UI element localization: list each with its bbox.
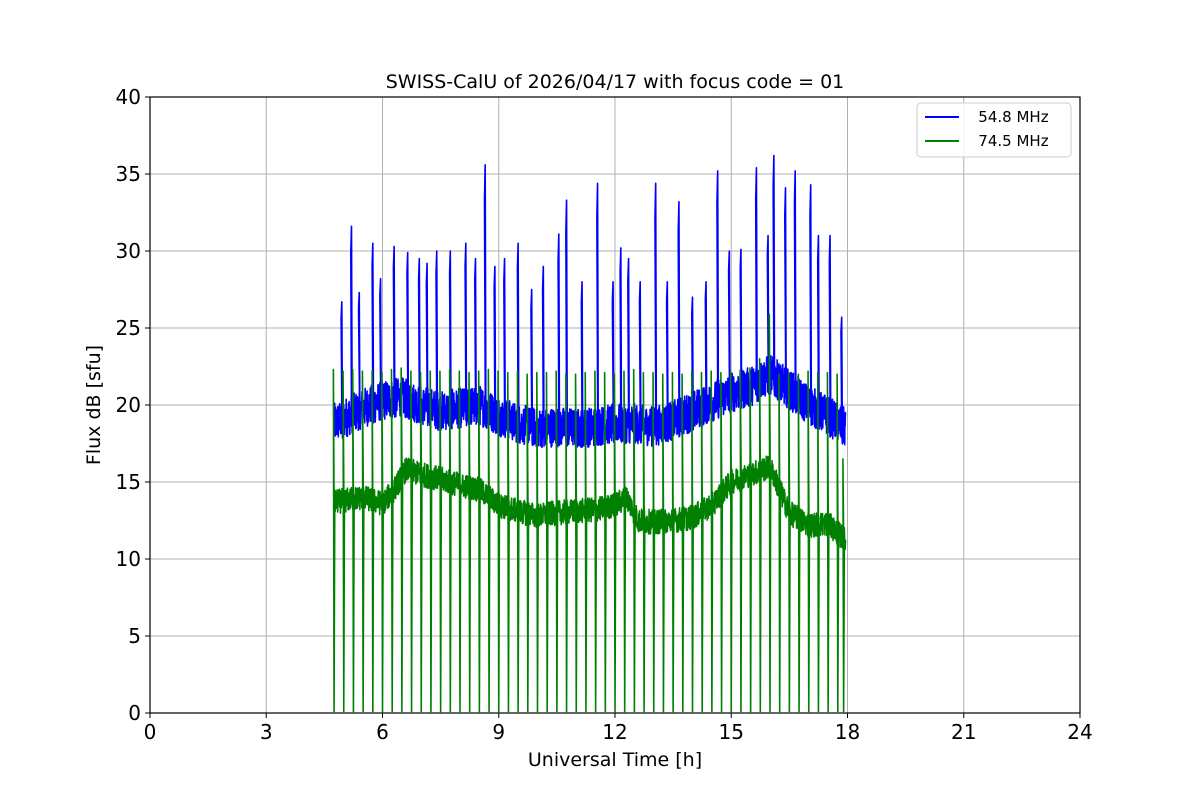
- series-line-1: [333, 154, 847, 449]
- x-tick-label: 24: [1067, 720, 1092, 744]
- y-tick-label: 0: [128, 701, 141, 725]
- series-line-2: [332, 313, 847, 713]
- ticks-layer: 0 3 6 9 12 15 18 21 24 0 5 10 15 20 25 30 35 40: [116, 85, 1093, 744]
- x-tick-label: 9: [492, 720, 505, 744]
- x-axis-label: Universal Time [h]: [528, 749, 702, 771]
- legend-label-1: 54.8 MHz: [964, 108, 1049, 126]
- x-tick-label: 0: [144, 720, 157, 744]
- x-tick-label: 12: [602, 720, 627, 744]
- y-tick-label: 30: [116, 239, 141, 263]
- x-tick-label: 21: [951, 720, 976, 744]
- chart-title: SWISS-CalU of 2026/04/17 with focus code…: [386, 71, 845, 93]
- x-tick-label: 3: [260, 720, 273, 744]
- y-tick-label: 35: [116, 162, 141, 186]
- y-tick-label: 5: [128, 624, 141, 648]
- y-tick-label: 15: [116, 470, 141, 494]
- series-layer: [332, 154, 847, 713]
- x-tick-label: 15: [719, 720, 744, 744]
- legend-label-2: 74.5 MHz: [964, 132, 1049, 150]
- y-tick-label: 10: [116, 547, 141, 571]
- legend: 54.8 MHz 74.5 MHz: [916, 102, 1072, 158]
- y-tick-label: 25: [116, 316, 141, 340]
- x-tick-label: 6: [376, 720, 389, 744]
- y-tick-label: 40: [116, 85, 141, 109]
- x-tick-label: 18: [835, 720, 860, 744]
- y-tick-label: 20: [116, 393, 141, 417]
- y-axis-label: Flux dB [sfu]: [83, 345, 105, 465]
